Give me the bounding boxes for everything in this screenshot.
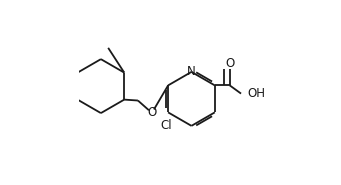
Text: O: O [147,106,157,119]
Text: N: N [187,65,196,78]
Text: O: O [225,57,234,70]
Text: Cl: Cl [161,119,172,132]
Text: OH: OH [247,87,265,100]
